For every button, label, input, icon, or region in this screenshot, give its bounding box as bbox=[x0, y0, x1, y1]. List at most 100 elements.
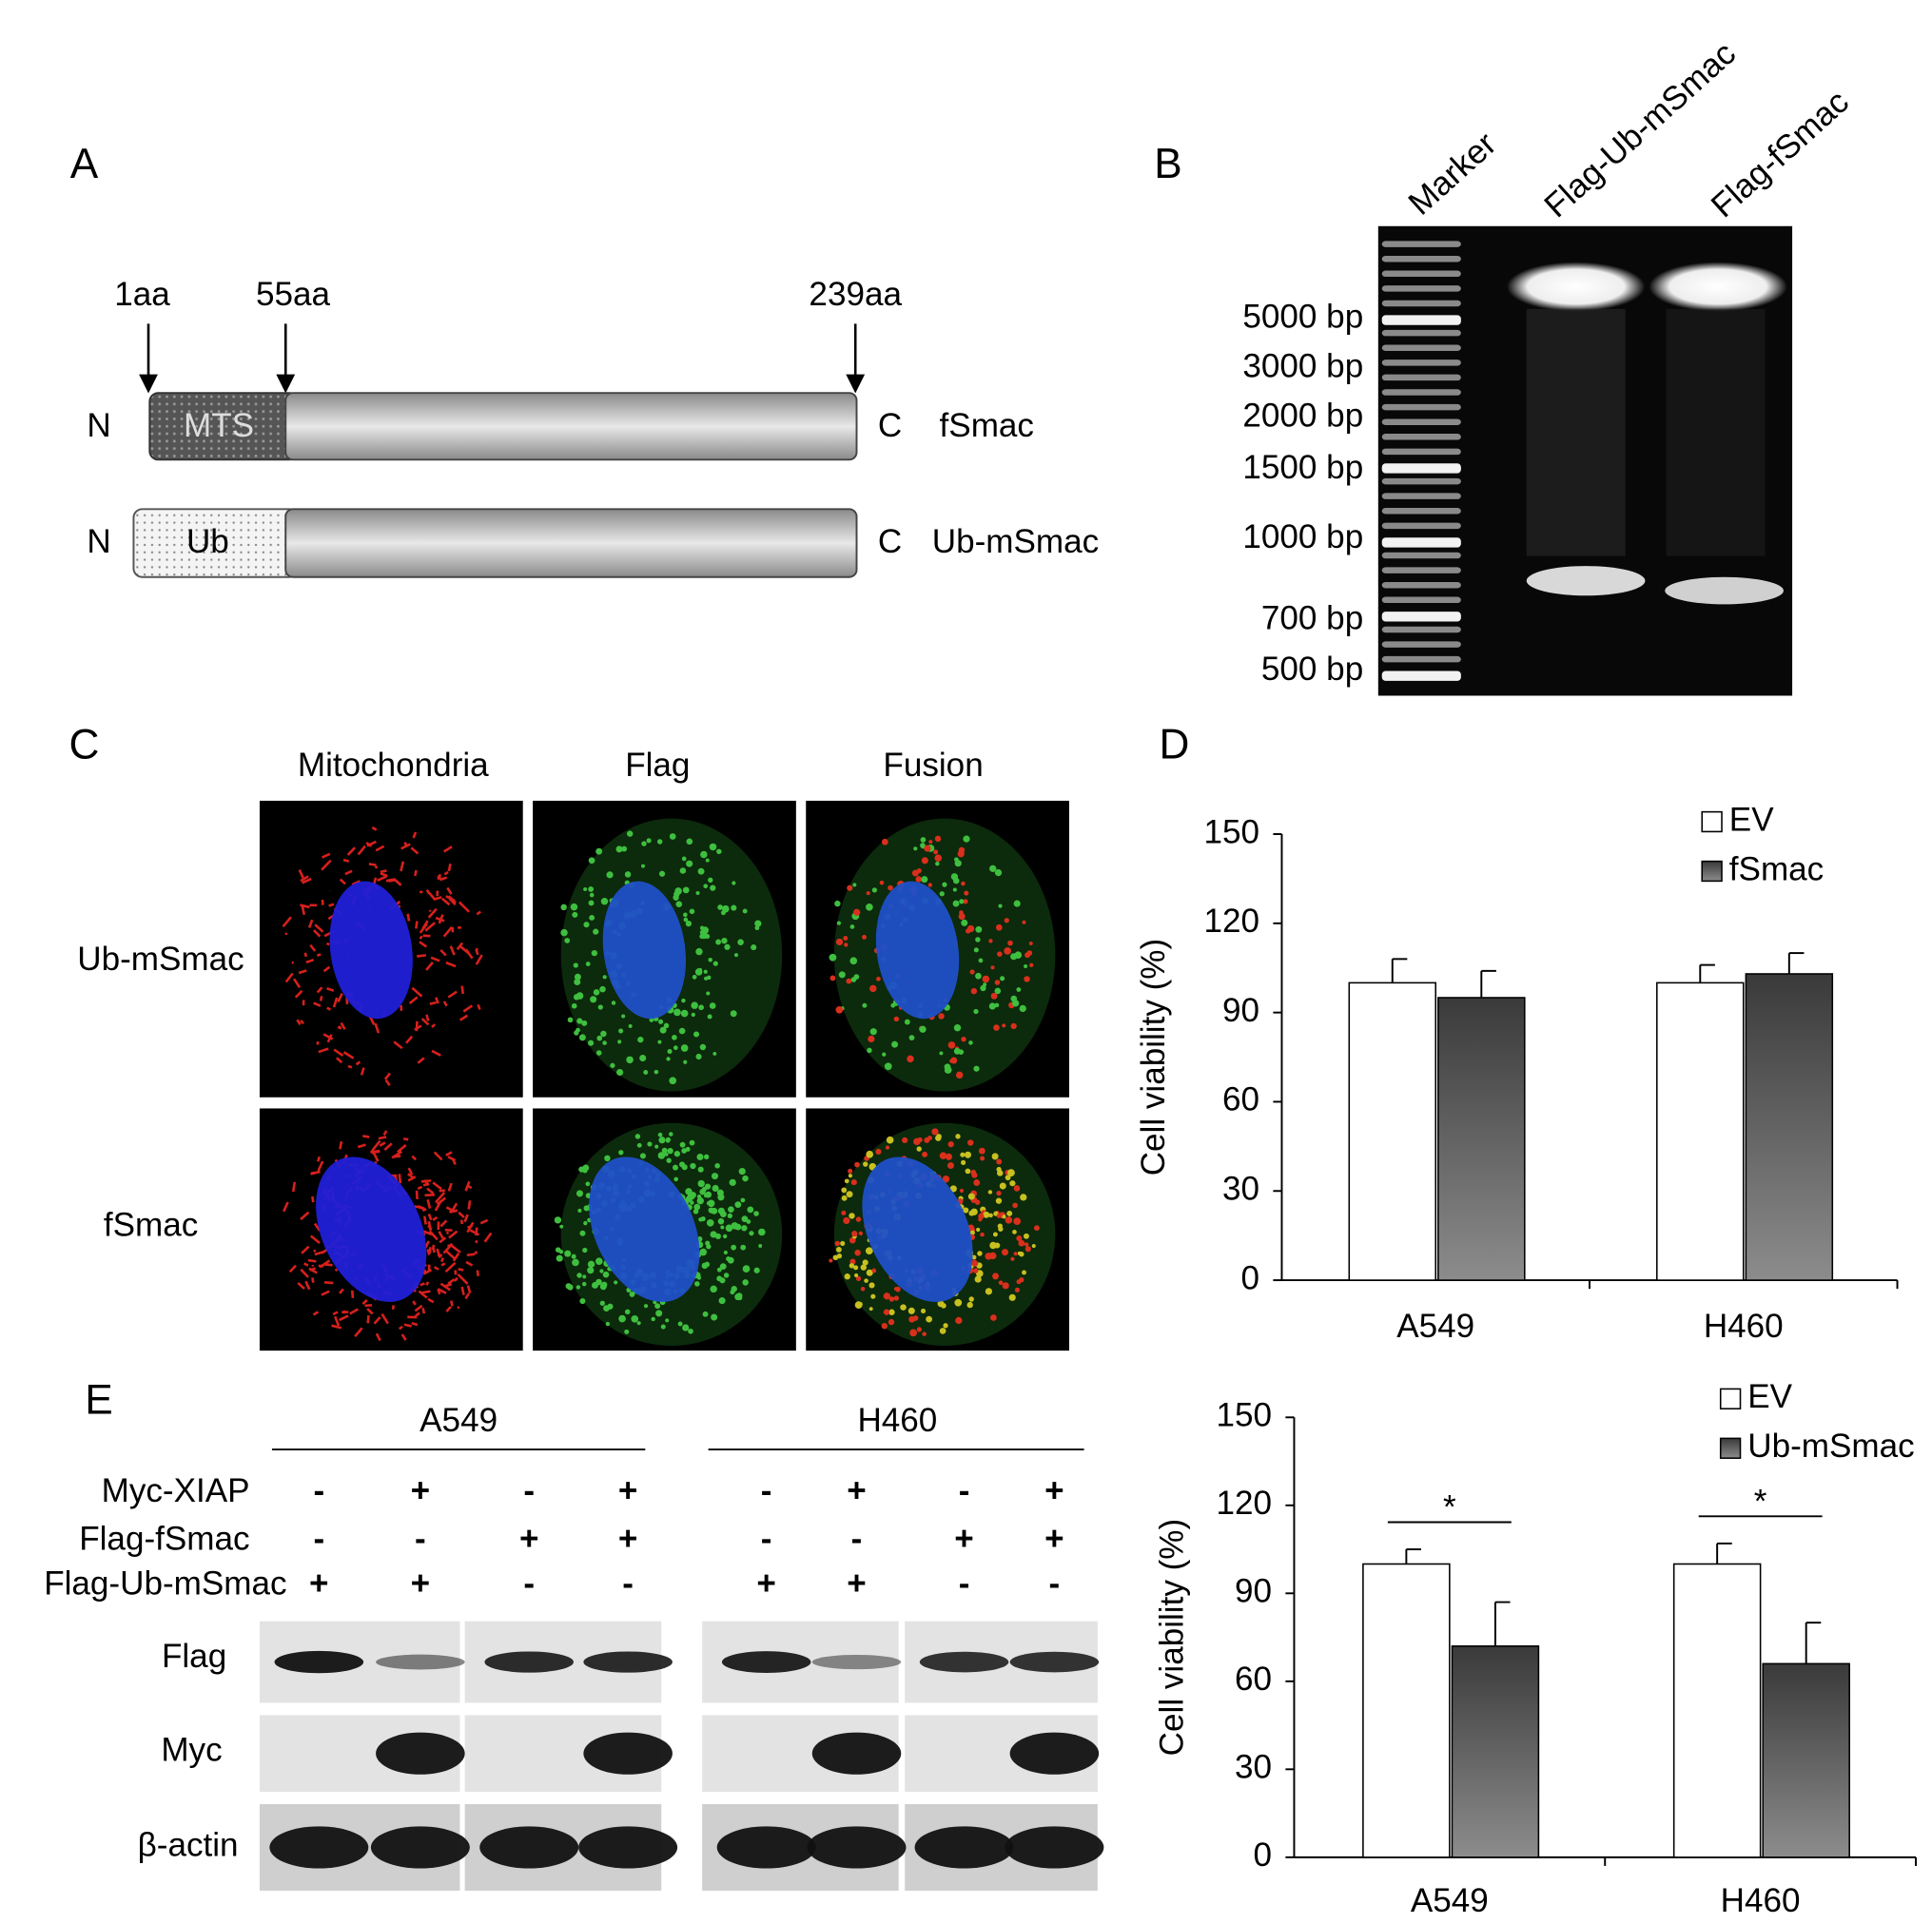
mito bbox=[372, 1151, 380, 1162]
treatment-label: Flag-Ub-mSmac bbox=[44, 1564, 286, 1602]
mito bbox=[427, 907, 438, 919]
puncta bbox=[866, 1150, 874, 1158]
puncta bbox=[742, 1279, 749, 1286]
puncta bbox=[888, 1318, 895, 1326]
y-tick-label: 150 bbox=[1217, 1397, 1273, 1434]
mito bbox=[415, 921, 419, 929]
mito bbox=[350, 1290, 355, 1298]
puncta bbox=[611, 1001, 616, 1005]
puncta bbox=[686, 838, 693, 845]
puncta bbox=[850, 1179, 857, 1186]
puncta bbox=[869, 984, 877, 993]
puncta bbox=[829, 953, 837, 962]
puncta bbox=[1023, 1233, 1029, 1239]
blot-band bbox=[484, 1651, 574, 1673]
size-label: 5000 bp bbox=[1242, 298, 1363, 335]
puncta bbox=[922, 1151, 928, 1157]
mito bbox=[406, 913, 411, 922]
puncta bbox=[574, 978, 581, 986]
bar bbox=[1362, 1563, 1451, 1858]
mito bbox=[402, 1137, 409, 1141]
puncta bbox=[583, 1220, 588, 1226]
puncta bbox=[681, 1148, 688, 1154]
mito bbox=[331, 1324, 342, 1330]
puncta bbox=[624, 871, 632, 878]
puncta bbox=[582, 1247, 588, 1254]
ladder-band bbox=[1381, 552, 1461, 559]
significance-mark: * bbox=[1443, 1489, 1456, 1526]
puncta bbox=[848, 1174, 852, 1178]
mito bbox=[344, 869, 353, 876]
mito bbox=[301, 1245, 310, 1254]
puncta bbox=[724, 943, 731, 950]
puncta bbox=[589, 915, 595, 921]
puncta bbox=[1005, 1175, 1011, 1181]
puncta bbox=[572, 911, 578, 918]
puncta bbox=[911, 869, 919, 877]
puncta bbox=[972, 1268, 979, 1273]
mito bbox=[420, 1018, 430, 1026]
gel-smear bbox=[1526, 308, 1626, 556]
puncta bbox=[1022, 920, 1026, 924]
blot-band bbox=[376, 1732, 465, 1775]
mito bbox=[377, 875, 387, 883]
mito bbox=[444, 1261, 457, 1273]
treatment-sign: - bbox=[523, 1472, 535, 1509]
mito bbox=[314, 923, 324, 933]
puncta bbox=[1028, 941, 1033, 945]
y-axis-label: Cell viability (%) bbox=[1135, 939, 1172, 1176]
bar bbox=[1437, 997, 1526, 1281]
puncta bbox=[682, 886, 690, 894]
ladder-band bbox=[1381, 448, 1461, 456]
puncta bbox=[848, 1168, 853, 1175]
mito bbox=[474, 1251, 478, 1254]
puncta bbox=[835, 1247, 842, 1253]
mito bbox=[300, 1211, 310, 1221]
ladder-band bbox=[1381, 493, 1461, 499]
puncta bbox=[591, 949, 598, 957]
bar bbox=[1745, 973, 1834, 1281]
puncta bbox=[829, 1258, 833, 1263]
puncta bbox=[678, 1027, 686, 1035]
mito bbox=[439, 1282, 452, 1292]
puncta bbox=[647, 1141, 653, 1147]
mito bbox=[449, 945, 456, 956]
puncta bbox=[871, 1268, 877, 1273]
puncta bbox=[663, 1022, 670, 1029]
mito bbox=[447, 1278, 456, 1285]
mito bbox=[411, 1155, 418, 1161]
puncta bbox=[722, 904, 730, 913]
mito bbox=[452, 1158, 457, 1165]
y-tick-label: 0 bbox=[1241, 1259, 1260, 1296]
mito bbox=[342, 1051, 355, 1059]
mito bbox=[425, 961, 434, 971]
puncta bbox=[844, 943, 849, 947]
mito bbox=[362, 1135, 370, 1138]
mito bbox=[325, 942, 330, 946]
treatment-sign: - bbox=[959, 1564, 970, 1602]
puncta bbox=[988, 939, 993, 943]
protein-body bbox=[284, 508, 858, 578]
mito bbox=[282, 916, 292, 928]
puncta bbox=[727, 1213, 733, 1219]
mito bbox=[445, 1151, 453, 1156]
mito bbox=[420, 1282, 425, 1287]
puncta bbox=[1031, 1243, 1036, 1249]
size-label: 1500 bp bbox=[1242, 449, 1363, 486]
puncta bbox=[641, 864, 645, 868]
puncta bbox=[682, 1324, 690, 1331]
puncta bbox=[600, 898, 609, 905]
puncta bbox=[711, 1173, 719, 1180]
puncta bbox=[741, 1215, 749, 1223]
puncta bbox=[599, 1300, 605, 1306]
puncta bbox=[916, 1146, 922, 1152]
puncta bbox=[730, 1010, 737, 1018]
mito bbox=[302, 877, 312, 884]
x-tick-label: A549 bbox=[1396, 1308, 1474, 1345]
puncta bbox=[618, 1314, 626, 1323]
puncta bbox=[943, 1323, 948, 1329]
puncta bbox=[893, 1016, 900, 1022]
puncta bbox=[698, 1004, 704, 1011]
puncta bbox=[654, 1303, 661, 1310]
puncta bbox=[716, 1275, 723, 1282]
